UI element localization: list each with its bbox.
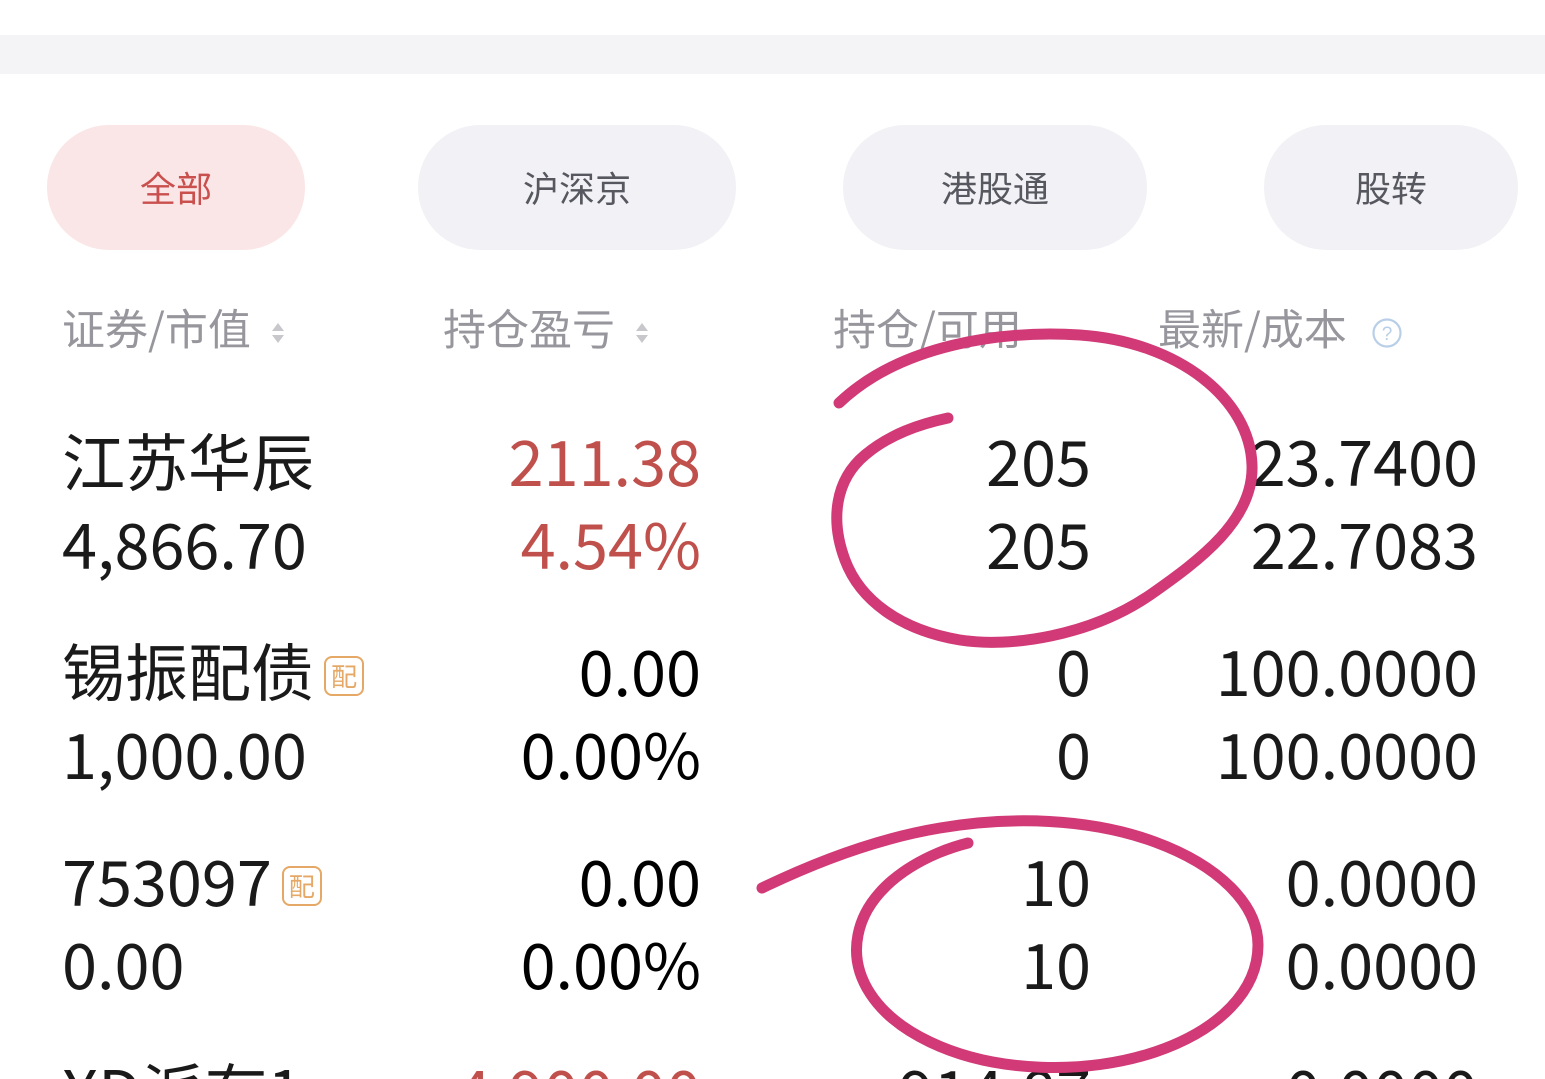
- svg-text:?: ?: [1381, 324, 1392, 345]
